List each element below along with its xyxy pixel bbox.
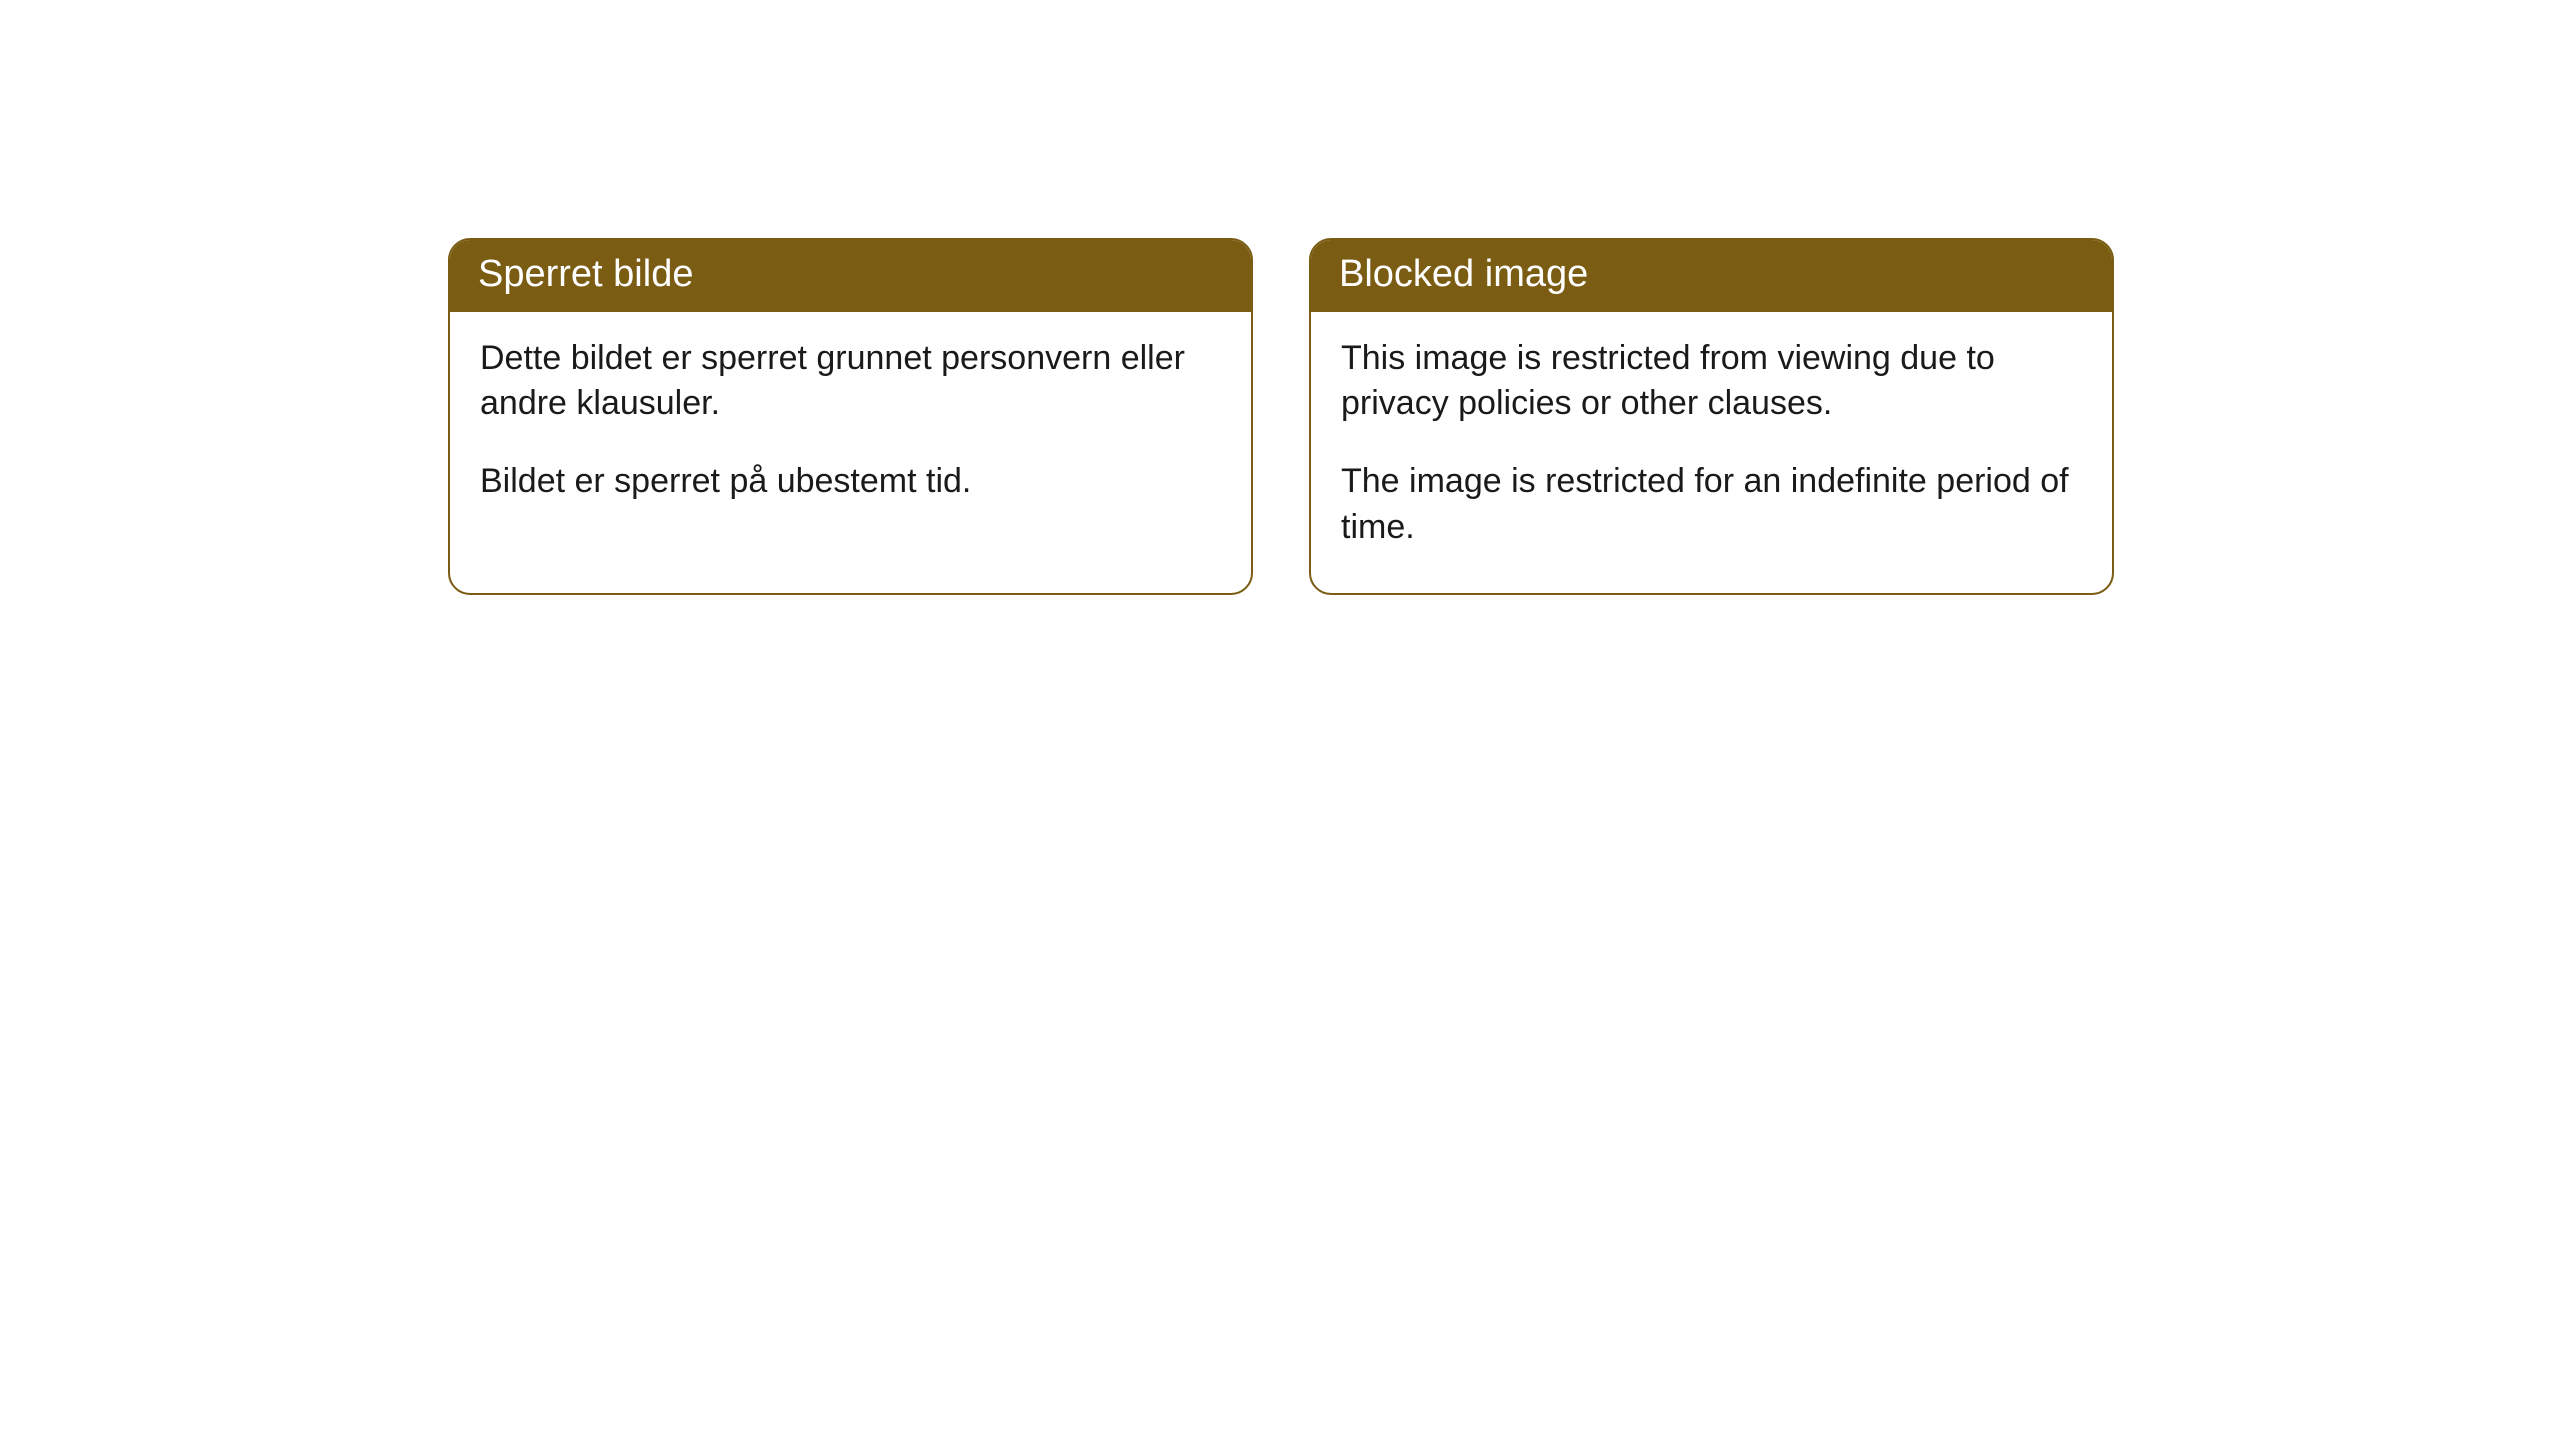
notice-card-english: Blocked image This image is restricted f… bbox=[1309, 238, 2114, 595]
card-header-norwegian: Sperret bilde bbox=[450, 240, 1251, 312]
notice-text-english-line2: The image is restricted for an indefinit… bbox=[1341, 459, 2082, 551]
notice-text-english-line1: This image is restricted from viewing du… bbox=[1341, 336, 2082, 428]
notice-card-norwegian: Sperret bilde Dette bildet er sperret gr… bbox=[448, 238, 1253, 595]
card-body-english: This image is restricted from viewing du… bbox=[1311, 312, 2112, 594]
notice-text-norwegian-line1: Dette bildet er sperret grunnet personve… bbox=[480, 336, 1221, 428]
notice-container: Sperret bilde Dette bildet er sperret gr… bbox=[448, 238, 2114, 595]
card-body-norwegian: Dette bildet er sperret grunnet personve… bbox=[450, 312, 1251, 548]
notice-text-norwegian-line2: Bildet er sperret på ubestemt tid. bbox=[480, 459, 1221, 505]
card-header-english: Blocked image bbox=[1311, 240, 2112, 312]
